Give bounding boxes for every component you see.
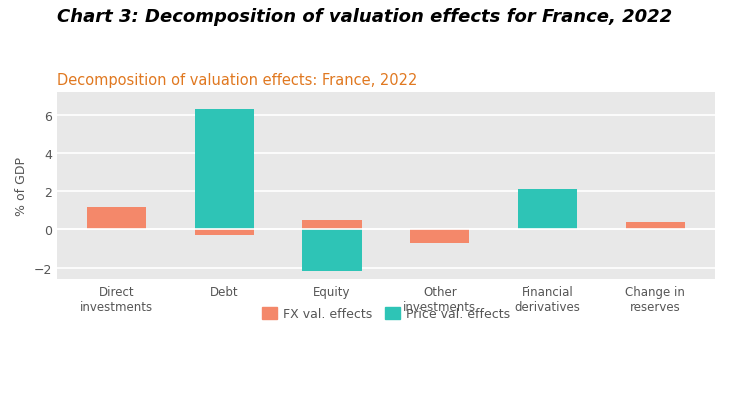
Bar	[518, 190, 577, 230]
Bar	[302, 220, 361, 230]
Bar	[194, 230, 254, 236]
Bar	[302, 230, 361, 272]
Bar	[87, 208, 146, 230]
Bar	[626, 224, 685, 230]
Text: Chart 3: Decomposition of valuation effects for France, 2022: Chart 3: Decomposition of valuation effe…	[58, 8, 672, 26]
Bar	[626, 222, 685, 230]
Bar	[410, 230, 469, 243]
Bar	[194, 110, 254, 230]
Legend: FX val. effects, Price val. effects: FX val. effects, Price val. effects	[257, 303, 515, 326]
Bar	[87, 213, 146, 230]
Y-axis label: % of GDP: % of GDP	[15, 157, 28, 216]
Text: Decomposition of valuation effects: France, 2022: Decomposition of valuation effects: Fran…	[57, 72, 417, 88]
